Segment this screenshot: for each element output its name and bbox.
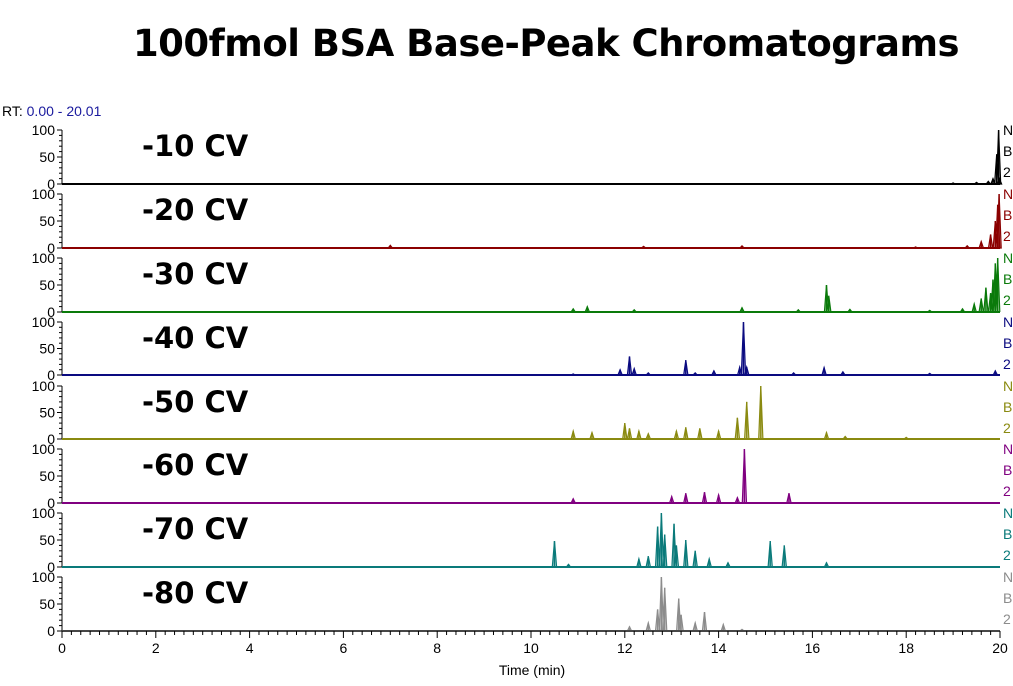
- y-tick-label: 0: [47, 240, 55, 256]
- cv-label: -20 CV: [142, 193, 249, 227]
- y-tick-label: 50: [39, 596, 55, 612]
- side-label: 2: [1003, 356, 1011, 372]
- y-tick-label: 100: [32, 250, 56, 266]
- side-label: N: [1003, 250, 1013, 266]
- y-tick-label: 100: [32, 569, 56, 585]
- side-label: N: [1003, 122, 1013, 138]
- x-tick-label: 0: [58, 640, 66, 656]
- x-tick-label: 20: [992, 640, 1008, 656]
- y-tick-label: 50: [39, 405, 55, 421]
- y-tick-label: 100: [32, 122, 56, 138]
- rt-range-readout: RT: 0.00 - 20.01: [2, 103, 101, 119]
- side-label: 2: [1003, 611, 1011, 627]
- cv-label: -80 CV: [142, 576, 249, 610]
- x-tick-label: 14: [711, 640, 727, 656]
- cv-label: -50 CV: [142, 385, 249, 419]
- y-tick-label: 0: [47, 559, 55, 575]
- x-tick-label: 2: [152, 640, 160, 656]
- x-axis-label: Time (min): [499, 662, 565, 678]
- side-label: B: [1003, 207, 1012, 223]
- y-tick-label: 50: [39, 149, 55, 165]
- side-label: B: [1003, 462, 1012, 478]
- y-tick-label: 50: [39, 532, 55, 548]
- y-tick-label: 50: [39, 213, 55, 229]
- y-tick-label: 100: [32, 378, 56, 394]
- chart-title: 100fmol BSA Base-Peak Chromatograms: [132, 22, 960, 65]
- x-tick-label: 12: [617, 640, 633, 656]
- cv-label: -70 CV: [142, 512, 249, 546]
- side-label: 2: [1003, 292, 1011, 308]
- side-label: B: [1003, 335, 1012, 351]
- cv-label: -40 CV: [142, 321, 249, 355]
- cv-label: -10 CV: [142, 129, 249, 163]
- rt-range-value: 0.00 - 20.01: [26, 103, 102, 119]
- x-tick-label: 10: [523, 640, 539, 656]
- y-tick-label: 0: [47, 623, 55, 639]
- y-tick-label: 100: [32, 505, 56, 521]
- side-label: 2: [1003, 420, 1011, 436]
- side-label: N: [1003, 569, 1013, 585]
- side-label: N: [1003, 186, 1013, 202]
- side-label: 2: [1003, 483, 1011, 499]
- y-tick-label: 100: [32, 314, 56, 330]
- y-tick-label: 0: [47, 367, 55, 383]
- side-label: B: [1003, 399, 1012, 415]
- y-tick-label: 0: [47, 176, 55, 192]
- side-label: 2: [1003, 547, 1011, 563]
- side-label: B: [1003, 526, 1012, 542]
- y-tick-label: 100: [32, 186, 56, 202]
- rt-prefix: RT:: [2, 103, 23, 119]
- y-tick-label: 0: [47, 431, 55, 447]
- side-label: N: [1003, 314, 1013, 330]
- y-tick-label: 50: [39, 341, 55, 357]
- side-label: 2: [1003, 228, 1011, 244]
- cv-label: -30 CV: [142, 257, 249, 291]
- x-tick-label: 8: [433, 640, 441, 656]
- side-label: 2: [1003, 164, 1011, 180]
- cv-label: -60 CV: [142, 448, 249, 482]
- side-label: N: [1003, 378, 1013, 394]
- x-tick-label: 18: [898, 640, 914, 656]
- y-tick-label: 50: [39, 277, 55, 293]
- x-tick-label: 16: [805, 640, 821, 656]
- side-label: B: [1003, 590, 1012, 606]
- x-tick-label: 6: [340, 640, 348, 656]
- y-tick-label: 100: [32, 441, 56, 457]
- x-tick-label: 4: [246, 640, 254, 656]
- y-tick-label: 0: [47, 304, 55, 320]
- side-label: B: [1003, 271, 1012, 287]
- y-tick-label: 50: [39, 468, 55, 484]
- side-label: B: [1003, 143, 1012, 159]
- side-label: N: [1003, 505, 1013, 521]
- y-tick-label: 0: [47, 495, 55, 511]
- chromatogram-trace: [62, 448, 1000, 504]
- side-label: N: [1003, 441, 1013, 457]
